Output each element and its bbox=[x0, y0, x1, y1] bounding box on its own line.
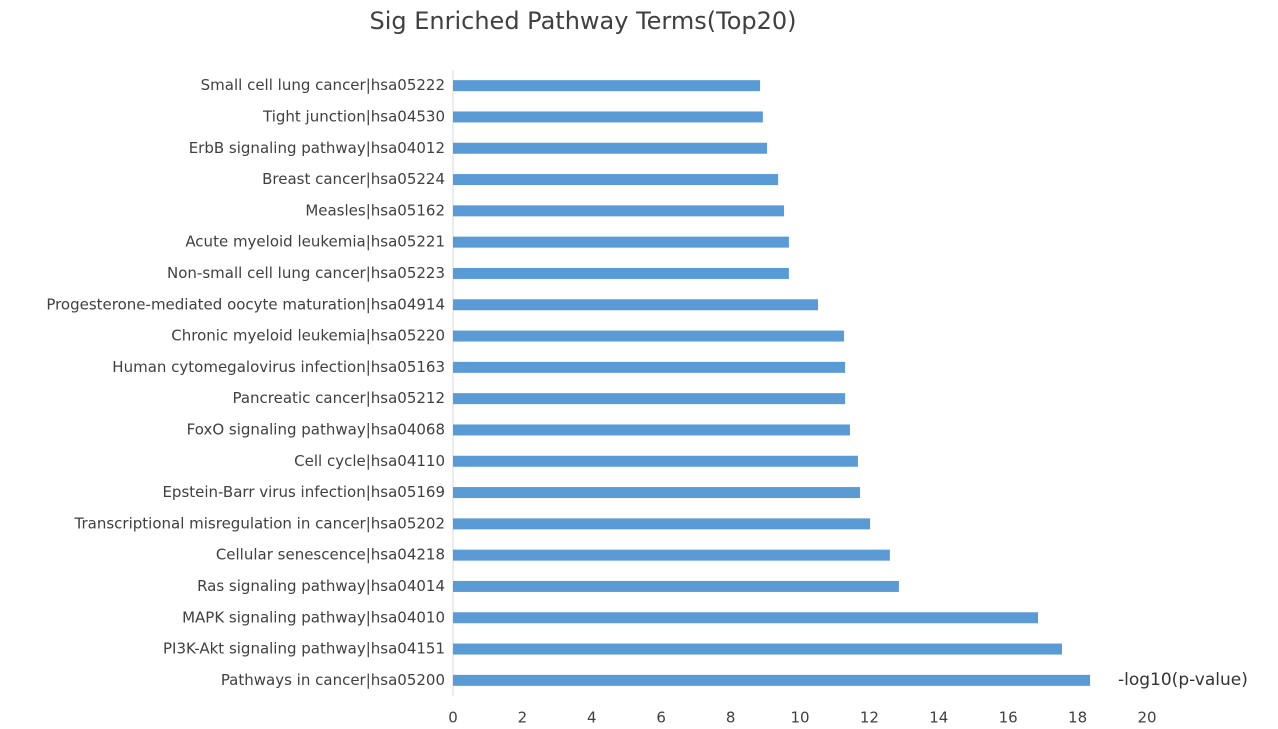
bar bbox=[453, 80, 761, 92]
x-axis-label: -log10(p-value) bbox=[1118, 670, 1248, 690]
y-tick-label: Measles|hsa05162 bbox=[305, 201, 445, 219]
bar bbox=[453, 674, 1091, 686]
bar bbox=[453, 330, 845, 342]
y-tick-label: Small cell lung cancer|hsa05222 bbox=[201, 76, 445, 94]
y-tick-label: Progesterone-mediated oocyte maturation|… bbox=[46, 295, 445, 313]
bar bbox=[453, 424, 850, 436]
bar bbox=[453, 299, 819, 311]
bar bbox=[453, 580, 899, 592]
bar bbox=[453, 142, 768, 154]
y-tick-label: Cell cycle|hsa04110 bbox=[294, 452, 445, 470]
bar bbox=[453, 236, 789, 248]
y-tick-label: ErbB signaling pathway|hsa04012 bbox=[189, 139, 445, 157]
bar bbox=[453, 361, 846, 373]
y-tick-label: Tight junction|hsa04530 bbox=[262, 107, 445, 125]
y-tick-label: Breast cancer|hsa05224 bbox=[262, 170, 445, 188]
x-tick-label: 2 bbox=[518, 709, 528, 727]
x-tick-label: 0 bbox=[448, 709, 458, 727]
y-tick-label: Acute myeloid leukemia|hsa05221 bbox=[185, 233, 445, 251]
y-tick-label: Pancreatic cancer|hsa05212 bbox=[232, 389, 445, 407]
x-tick-label: 16 bbox=[999, 709, 1018, 727]
bar bbox=[453, 643, 1062, 655]
y-tick-label: Human cytomegalovirus infection|hsa05163 bbox=[112, 358, 445, 376]
bar bbox=[453, 612, 1039, 624]
bar bbox=[453, 267, 789, 279]
x-tick-label: 14 bbox=[929, 709, 948, 727]
x-tick-label: 10 bbox=[790, 709, 809, 727]
y-tick-label: Cellular senescence|hsa04218 bbox=[216, 546, 445, 564]
y-tick-label: FoxO signaling pathway|hsa04068 bbox=[187, 420, 445, 438]
bar bbox=[453, 455, 858, 467]
x-tick-label: 18 bbox=[1068, 709, 1087, 727]
bar bbox=[453, 205, 785, 217]
x-tick-label: 12 bbox=[860, 709, 879, 727]
bar bbox=[453, 487, 861, 499]
y-tick-label: PI3K-Akt signaling pathway|hsa04151 bbox=[163, 640, 445, 658]
bar bbox=[453, 174, 779, 186]
y-tick-label: Pathways in cancer|hsa05200 bbox=[221, 671, 445, 689]
y-tick-label: MAPK signaling pathway|hsa04010 bbox=[182, 608, 445, 626]
x-tick-label: 20 bbox=[1137, 709, 1156, 727]
y-tick-label: Chronic myeloid leukemia|hsa05220 bbox=[171, 327, 445, 345]
y-tick-label: Epstein-Barr virus infection|hsa05169 bbox=[162, 483, 445, 501]
x-tick-label: 4 bbox=[587, 709, 597, 727]
bar bbox=[453, 111, 763, 123]
x-tick-label: 6 bbox=[656, 709, 666, 727]
y-tick-label: Ras signaling pathway|hsa04014 bbox=[197, 577, 445, 595]
y-tick-label: Non-small cell lung cancer|hsa05223 bbox=[167, 264, 445, 282]
x-tick-label: 8 bbox=[726, 709, 736, 727]
chart-title: Sig Enriched Pathway Terms(Top20) bbox=[369, 7, 796, 35]
bar bbox=[453, 518, 871, 530]
bar bbox=[453, 549, 890, 561]
y-tick-label: Transcriptional misregulation in cancer|… bbox=[74, 514, 445, 532]
bar bbox=[453, 393, 846, 405]
